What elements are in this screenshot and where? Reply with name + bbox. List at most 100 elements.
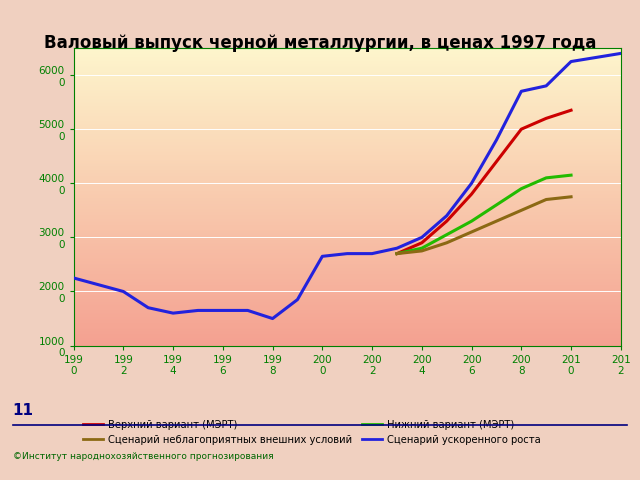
Bar bbox=[74, 338, 621, 340]
Bar bbox=[74, 288, 621, 289]
Bar bbox=[74, 85, 621, 87]
Bar bbox=[74, 78, 621, 79]
Bar bbox=[74, 166, 621, 167]
Bar bbox=[74, 164, 621, 166]
Legend: Верхний вариант (МЭРТ), Сценарий неблагоприятных внешних условий, Нижний вариант: Верхний вариант (МЭРТ), Сценарий неблаго… bbox=[79, 416, 545, 449]
Bar bbox=[74, 219, 621, 221]
Bar bbox=[74, 259, 621, 261]
Bar bbox=[74, 278, 621, 280]
Bar bbox=[74, 56, 621, 57]
Bar bbox=[74, 97, 621, 98]
Bar bbox=[74, 132, 621, 133]
Bar bbox=[74, 283, 621, 285]
Bar bbox=[74, 146, 621, 148]
Bar bbox=[74, 48, 621, 49]
Bar bbox=[74, 225, 621, 227]
Bar bbox=[74, 239, 621, 240]
Bar bbox=[74, 232, 621, 234]
Bar bbox=[74, 167, 621, 168]
Bar bbox=[74, 176, 621, 178]
Bar bbox=[74, 156, 621, 158]
Bar bbox=[74, 183, 621, 185]
Bar bbox=[74, 140, 621, 142]
Bar bbox=[74, 240, 621, 241]
Bar bbox=[74, 336, 621, 338]
Bar bbox=[74, 324, 621, 325]
Bar bbox=[74, 60, 621, 61]
Bar bbox=[74, 179, 621, 180]
Bar bbox=[74, 127, 621, 128]
Bar bbox=[74, 198, 621, 200]
Bar bbox=[74, 229, 621, 231]
Bar bbox=[74, 79, 621, 81]
Bar bbox=[74, 112, 621, 113]
Bar bbox=[74, 210, 621, 212]
Bar bbox=[74, 300, 621, 301]
Bar bbox=[74, 59, 621, 60]
Bar bbox=[74, 261, 621, 262]
Bar bbox=[74, 204, 621, 206]
Bar bbox=[74, 320, 621, 322]
Bar bbox=[74, 326, 621, 328]
Bar bbox=[74, 268, 621, 270]
Bar bbox=[74, 152, 621, 154]
Bar bbox=[74, 328, 621, 329]
Bar bbox=[74, 301, 621, 302]
Bar bbox=[74, 64, 621, 66]
Bar bbox=[74, 61, 621, 63]
Bar bbox=[74, 312, 621, 313]
Bar bbox=[74, 151, 621, 152]
Bar bbox=[74, 100, 621, 102]
Bar bbox=[74, 93, 621, 94]
Bar bbox=[74, 294, 621, 295]
Bar bbox=[74, 271, 621, 273]
Bar bbox=[74, 319, 621, 320]
Bar bbox=[74, 329, 621, 331]
Bar bbox=[74, 253, 621, 255]
Bar bbox=[74, 246, 621, 247]
Bar bbox=[74, 178, 621, 179]
Bar bbox=[74, 70, 621, 72]
Bar bbox=[74, 224, 621, 225]
Bar bbox=[74, 180, 621, 182]
Bar bbox=[74, 121, 621, 122]
Bar bbox=[74, 136, 621, 137]
Bar bbox=[74, 163, 621, 164]
Bar bbox=[74, 262, 621, 264]
Bar bbox=[74, 171, 621, 173]
Bar bbox=[74, 201, 621, 203]
Bar bbox=[74, 139, 621, 140]
Bar bbox=[74, 270, 621, 271]
Bar bbox=[74, 98, 621, 100]
Bar bbox=[74, 207, 621, 209]
Bar bbox=[74, 128, 621, 130]
Bar bbox=[74, 115, 621, 117]
Bar bbox=[74, 298, 621, 300]
Bar bbox=[74, 159, 621, 161]
Bar bbox=[74, 277, 621, 278]
Text: Валовый выпуск черной металлургии, в ценах 1997 года: Валовый выпуск черной металлургии, в цен… bbox=[44, 34, 596, 51]
Bar bbox=[74, 244, 621, 246]
Bar bbox=[74, 234, 621, 236]
Bar bbox=[74, 290, 621, 292]
Bar bbox=[74, 302, 621, 304]
Bar bbox=[74, 120, 621, 121]
Bar bbox=[74, 108, 621, 109]
Bar bbox=[74, 191, 621, 192]
Bar bbox=[74, 273, 621, 274]
Bar bbox=[74, 216, 621, 217]
Text: ©Институт народнохозяйственного прогнозирования: ©Институт народнохозяйственного прогнози… bbox=[13, 452, 273, 461]
Bar bbox=[74, 231, 621, 232]
Bar bbox=[74, 102, 621, 103]
Bar bbox=[74, 344, 621, 346]
Bar bbox=[74, 154, 621, 155]
Bar bbox=[74, 125, 621, 127]
Bar bbox=[74, 186, 621, 188]
Bar bbox=[74, 335, 621, 336]
Bar bbox=[74, 256, 621, 258]
Bar bbox=[74, 88, 621, 90]
Bar bbox=[74, 192, 621, 194]
Bar bbox=[74, 341, 621, 343]
Bar bbox=[74, 243, 621, 244]
Bar bbox=[74, 122, 621, 124]
